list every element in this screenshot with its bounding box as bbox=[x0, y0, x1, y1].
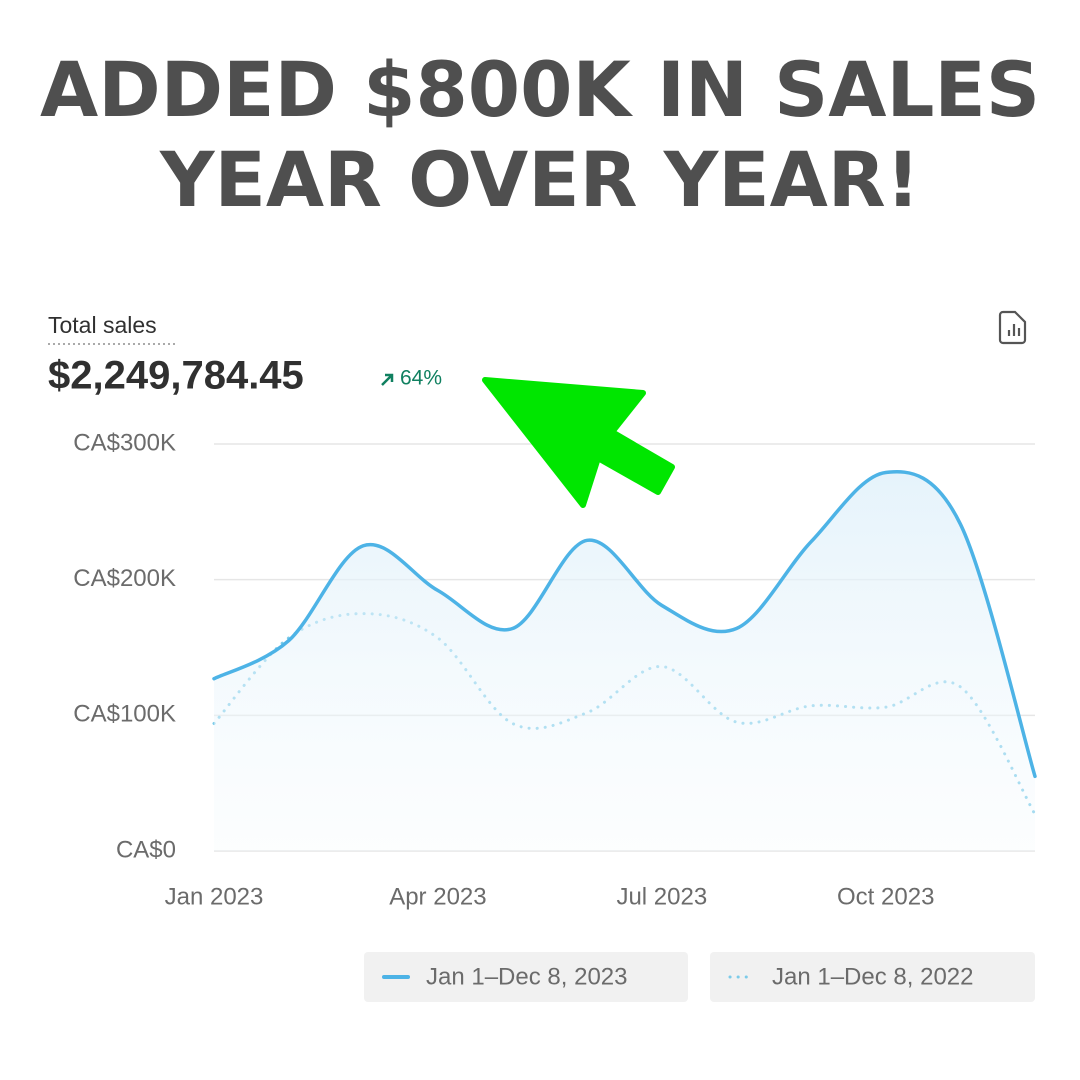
x-tick-label: Apr 2023 bbox=[389, 883, 486, 910]
legend-label: Jan 1–Dec 8, 2023 bbox=[426, 963, 627, 990]
legend-item[interactable]: Jan 1–Dec 8, 2022 bbox=[710, 952, 1035, 1002]
y-tick-label: CA$300K bbox=[73, 429, 176, 456]
metric-label[interactable]: Total sales bbox=[48, 312, 157, 338]
plot: CA$0 CA$100K CA$200K CA$300K Jan 2023 Apr 202… bbox=[73, 429, 1037, 910]
x-tick-label: Jul 2023 bbox=[616, 883, 707, 910]
export-icon[interactable] bbox=[998, 310, 1027, 345]
legend-bg bbox=[710, 952, 1035, 1002]
headline: YEAR OVER YEAR! bbox=[159, 135, 920, 224]
legend-item[interactable]: Jan 1–Dec 8, 2023 bbox=[364, 952, 688, 1002]
trend-icon bbox=[381, 373, 394, 386]
legend-label: Jan 1–Dec 8, 2022 bbox=[772, 963, 973, 990]
metric-value: $2,249,784.45 bbox=[48, 354, 304, 398]
y-tick-label: CA$0 bbox=[116, 836, 176, 863]
legend-bg bbox=[364, 952, 688, 1002]
metric-change: 64% bbox=[400, 367, 442, 390]
y-tick-label: CA$100K bbox=[73, 701, 176, 728]
arrow-annotation bbox=[482, 377, 675, 508]
series-line bbox=[212, 470, 1037, 779]
y-tick-label: CA$200K bbox=[73, 565, 176, 592]
x-tick-label: Oct 2023 bbox=[837, 883, 934, 910]
x-tick-label: Jan 2023 bbox=[165, 883, 264, 910]
area bbox=[214, 471, 1035, 851]
headline: ADDED $800K IN SALES bbox=[40, 45, 1040, 134]
